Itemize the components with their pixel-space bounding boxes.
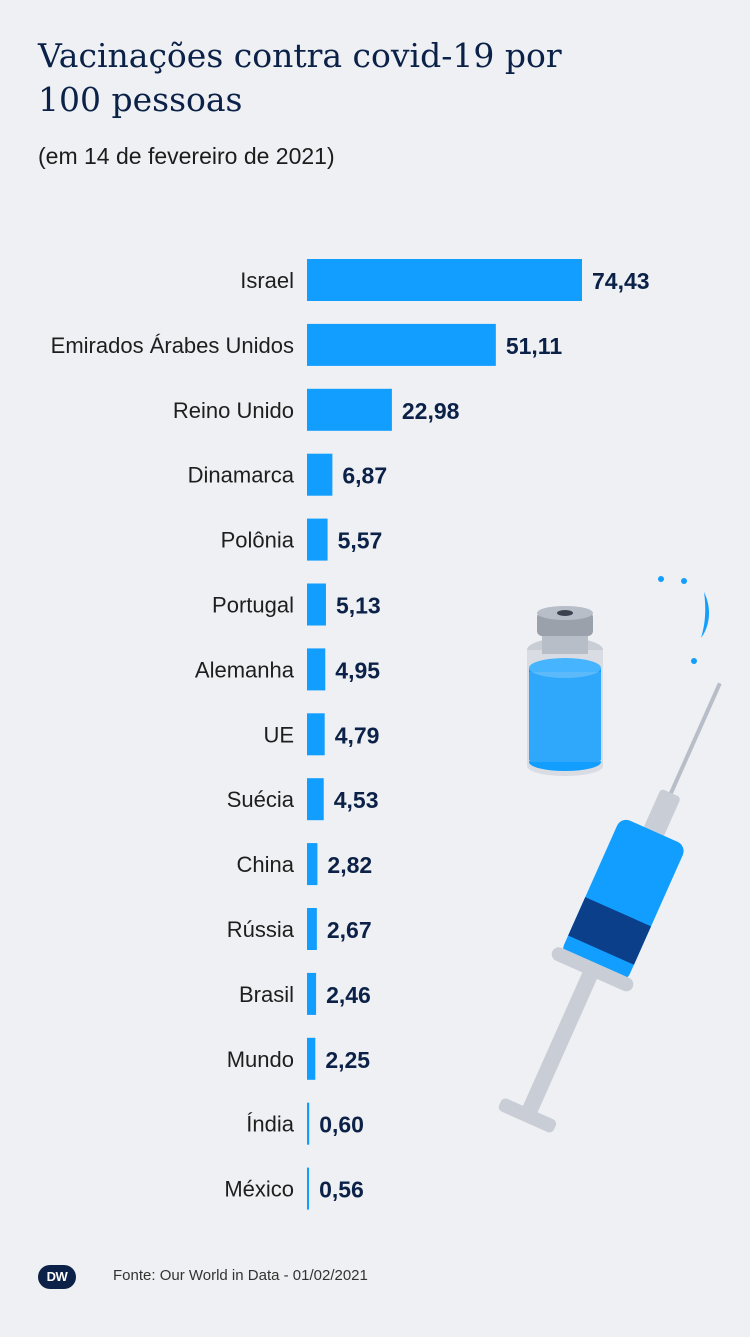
bar [307,972,317,1015]
value-label: 0,60 [319,1112,364,1138]
value-label: 74,43 [592,268,650,294]
category-label: Reino Unido [173,398,294,423]
category-label: Dinamarca [188,463,295,488]
value-label: 4,79 [335,722,380,748]
category-label: Rússia [227,917,295,942]
value-label: 51,11 [506,333,562,359]
bar [307,843,318,886]
category-label: UE [263,722,294,747]
vaccine-vial-icon [527,606,603,776]
bar [307,388,392,431]
value-label: 4,95 [335,657,380,683]
bar [307,908,317,950]
bar [307,778,324,821]
category-label: Alemanha [195,657,295,682]
bar [307,648,326,691]
drops-icon [658,576,710,664]
source-note: Fonte: Our World in Data - 01/02/2021 [113,1267,368,1284]
category-label: Índia [246,1112,294,1137]
value-label: 22,98 [402,398,460,424]
value-label: 2,82 [327,852,372,878]
value-label: 5,57 [338,528,383,554]
bar [307,1037,316,1080]
value-label: 2,46 [326,982,371,1008]
category-label: Polônia [221,528,295,553]
bar [307,1102,310,1145]
chart-title: Vacinações contra covid-19 por 100 pesso… [38,36,562,119]
bar [307,323,496,366]
category-label: México [224,1177,294,1202]
category-label: Brasil [239,982,294,1007]
category-label: Portugal [212,593,294,618]
vaccine-illustration [498,576,722,1133]
bar [307,518,328,561]
bar [307,713,325,756]
dw-logo: DW [38,1265,76,1289]
value-label: 5,13 [336,593,381,619]
category-label: Mundo [227,1047,294,1072]
bar-chart: Israel 74,43 Emirados Árabes Unidos 51,11 Re… [51,259,650,1210]
value-label: 2,25 [325,1047,370,1073]
footer: DW Fonte: Our World in Data - 01/02/2021 [38,1262,538,1292]
value-label: 2,67 [327,917,372,943]
bar [307,259,582,301]
syringe-icon [498,682,722,1133]
value-label: 0,56 [319,1177,364,1203]
value-label: 6,87 [342,463,387,489]
category-label: Israel [240,268,294,293]
chart-subtitle: (em 14 de fevereiro de 2021) [38,143,335,169]
bar [307,1167,310,1210]
bar [307,453,333,496]
category-label: Emirados Árabes Unidos [51,333,294,358]
category-label: China [237,852,295,877]
bar [307,583,326,626]
value-label: 4,53 [334,787,379,813]
category-label: Suécia [227,787,295,812]
